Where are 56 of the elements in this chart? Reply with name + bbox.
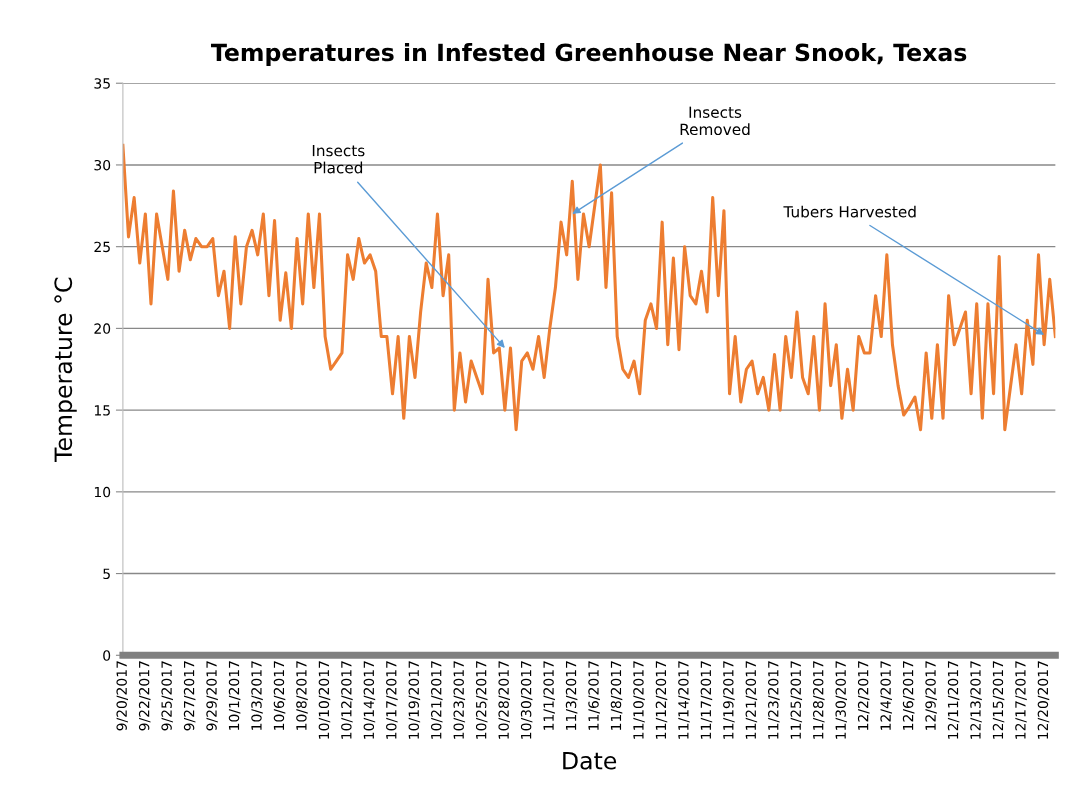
- x-tick-label: 11/1/2017: [543, 661, 555, 730]
- x-tick-label: 9/22/2017: [138, 661, 151, 731]
- x-tick-label: 11/30/2017: [835, 661, 848, 739]
- x-tick-label: 10/25/2017: [475, 661, 488, 739]
- x-tick-label: 11/23/2017: [768, 661, 780, 739]
- x-tick-label: 11/25/2017: [790, 661, 803, 739]
- x-tick-label: 12/17/2017: [1015, 661, 1027, 739]
- x-tick-label: 11/8/2017: [610, 661, 623, 730]
- x-tick-label: 12/6/2017: [902, 661, 915, 730]
- y-tick-label: 15: [94, 405, 110, 416]
- x-tick-label: 9/20/2017: [116, 661, 129, 731]
- annotation: Insects Placed: [312, 144, 365, 174]
- x-tick-label: 11/14/2017: [678, 661, 690, 739]
- x-tick-label: 10/28/2017: [498, 661, 510, 739]
- x-tick-label: 11/19/2017: [723, 661, 735, 739]
- x-tick-label: 9/29/2017: [206, 661, 218, 731]
- x-tick-label: 10/8/2017: [296, 661, 308, 730]
- x-tick-label: 10/21/2017: [430, 661, 443, 739]
- annotation: Tubers Harvested: [783, 205, 916, 218]
- x-tick-label: 10/14/2017: [363, 661, 376, 739]
- x-tick-label: 12/15/2017: [992, 661, 1005, 739]
- y-axis-title: Temperature °C: [54, 277, 77, 462]
- x-tick-label: 10/10/2017: [318, 661, 331, 739]
- y-tick-label: 5: [103, 568, 110, 580]
- x-tick-label: 11/21/2017: [745, 661, 758, 739]
- x-tick-label: 10/30/2017: [520, 661, 533, 739]
- x-tick-label: 10/17/2017: [386, 661, 398, 739]
- x-tick-label: 9/27/2017: [183, 661, 196, 731]
- x-tick-label: 11/17/2017: [700, 661, 713, 739]
- x-tick-label: 10/19/2017: [408, 661, 421, 739]
- x-tick-label: 12/9/2017: [925, 661, 937, 730]
- y-tick-label: 35: [94, 78, 110, 89]
- x-tick-label: 10/1/2017: [228, 661, 241, 730]
- annotation: Insects Removed: [680, 106, 750, 136]
- x-tick-label: 9/25/2017: [161, 661, 173, 731]
- x-tick-label: 10/6/2017: [273, 661, 286, 730]
- x-tick-label: 10/12/2017: [341, 661, 353, 739]
- x-tick-label: 12/20/2017: [1037, 661, 1050, 739]
- x-tick-label: 11/28/2017: [812, 661, 825, 739]
- y-tick-label: 10: [94, 486, 111, 498]
- y-tick-label: 20: [94, 323, 111, 334]
- y-tick-label: 30: [94, 159, 111, 171]
- y-tick-label: 25: [94, 241, 110, 253]
- y-tick-label: 0: [103, 650, 111, 661]
- x-tick-label: 12/2/2017: [857, 661, 870, 730]
- x-tick-label: 12/13/2017: [970, 661, 982, 739]
- x-tick-label: 11/12/2017: [655, 661, 668, 739]
- x-tick-label: 11/10/2017: [633, 661, 645, 739]
- x-tick-label: 11/3/2017: [565, 661, 578, 730]
- x-tick-label: 10/23/2017: [453, 661, 466, 739]
- x-tick-label: 12/4/2017: [880, 661, 892, 730]
- x-tick-label: 12/11/2017: [947, 661, 960, 739]
- x-tick-label: 10/3/2017: [251, 661, 263, 730]
- chart-title: Temperatures in Infested Greenhouse Near Snook, Texas: [210, 43, 967, 66]
- x-axis-title: Date: [563, 752, 617, 770]
- x-tick-label: 11/6/2017: [588, 661, 600, 730]
